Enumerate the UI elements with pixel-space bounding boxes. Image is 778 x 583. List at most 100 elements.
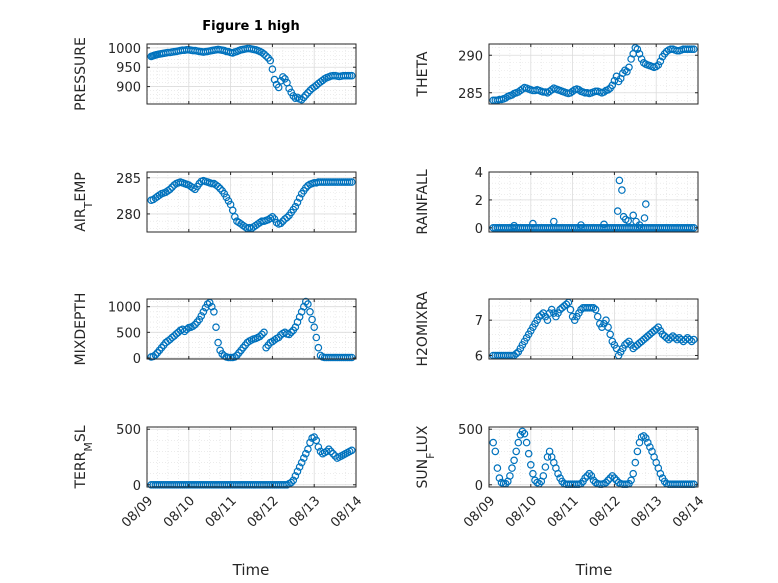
y-tick-label: 0: [133, 352, 141, 367]
data-point: [633, 447, 642, 456]
data-point: [629, 211, 638, 220]
x-tick-label: 08/14: [328, 494, 365, 531]
data-point: [295, 463, 304, 471]
data-point: [301, 449, 310, 458]
data-point: [615, 176, 624, 185]
y-axis-label: AIRTEMP: [73, 172, 95, 232]
data-point: [600, 88, 608, 96]
data-point: [633, 45, 642, 54]
data-point: [231, 213, 239, 221]
data-point: [687, 337, 696, 346]
data-point: [604, 86, 612, 94]
data-point: [623, 339, 631, 347]
data-point: [260, 50, 268, 58]
subplot-4: 0 2 4 RAINFALL: [415, 166, 699, 237]
data-point: [529, 469, 537, 478]
data-point: [600, 220, 608, 229]
data-point: [606, 474, 615, 482]
data-point: [291, 202, 300, 211]
data-point: [624, 217, 633, 225]
data-point: [327, 447, 335, 456]
y-tick-label: 2: [475, 194, 483, 209]
data-point: [289, 92, 298, 100]
data-point: [216, 184, 224, 193]
data-point: [306, 438, 314, 447]
data-point: [489, 438, 498, 447]
x-axis-label-right: Time: [575, 561, 613, 579]
data-point: [506, 472, 514, 480]
data-point: [602, 478, 610, 487]
data-point: [652, 325, 661, 333]
data-point: [685, 45, 694, 54]
y-tick-label: 290: [458, 49, 483, 64]
data-point: [685, 335, 694, 344]
x-tick-label: 08/09: [461, 494, 498, 531]
data-point: [343, 178, 352, 186]
data-point: [587, 303, 596, 312]
x-tick-label: 08/13: [286, 494, 323, 531]
data-point: [687, 224, 696, 232]
data-point: [343, 353, 352, 362]
data-point: [537, 311, 546, 319]
y-tick-label: 500: [458, 423, 483, 438]
data-point: [685, 224, 694, 232]
data-point: [689, 45, 698, 54]
subplot-1: 900 950 1000 PRESSURE: [73, 37, 357, 111]
data-point: [343, 71, 352, 80]
data-point: [324, 445, 333, 454]
data-point: [629, 469, 638, 478]
data-point: [166, 185, 174, 194]
data-point: [299, 93, 308, 102]
data-point: [602, 316, 610, 325]
y-tick-label: 500: [116, 326, 141, 341]
y-tick-label: 0: [475, 222, 483, 237]
data-point: [266, 56, 275, 65]
data-point: [314, 443, 323, 451]
data-point: [214, 338, 222, 347]
series-markers: [147, 433, 356, 489]
data-point: [606, 330, 615, 339]
series-markers: [489, 427, 698, 489]
data-point: [539, 472, 548, 480]
data-point: [493, 464, 502, 472]
data-point: [287, 478, 296, 487]
data-point: [279, 217, 287, 226]
data-point: [610, 474, 619, 482]
subplot-8: 0 500 08/09 08/10 08/11 08/12 08/13 08/14 SUNFLU…: [415, 423, 707, 531]
y-tick-label: 950: [116, 61, 141, 76]
axes-box: [488, 171, 699, 233]
data-point: [258, 330, 266, 339]
data-point: [652, 62, 661, 71]
subplot-3: 280 285 AIRTEMP: [73, 171, 357, 233]
data-point: [347, 178, 356, 186]
y-axis-label: SUNFLUX: [415, 425, 437, 488]
data-point: [589, 303, 598, 312]
data-point: [289, 476, 298, 485]
data-point: [623, 67, 631, 76]
data-point: [689, 335, 698, 344]
y-tick-label: 7: [475, 314, 483, 329]
y-axis-label: RAINFALL: [415, 169, 431, 234]
data-point: [291, 472, 300, 480]
data-point: [212, 323, 220, 332]
x-tick-label: 08/10: [503, 494, 540, 531]
data-point: [345, 178, 354, 186]
x-tick-label: 08/10: [161, 494, 198, 531]
data-point: [210, 307, 218, 316]
data-point: [593, 312, 602, 321]
data-point: [347, 71, 356, 80]
data-point: [554, 469, 562, 478]
x-tick-label: 08/09: [119, 494, 156, 531]
data-point: [656, 469, 665, 478]
data-point: [285, 330, 293, 339]
y-tick-label: 1000: [108, 42, 141, 57]
data-point: [310, 323, 319, 332]
data-point: [591, 305, 600, 314]
data-point: [268, 65, 277, 74]
data-point: [266, 214, 275, 223]
data-point: [287, 328, 296, 337]
data-point: [562, 300, 571, 309]
data-point: [566, 305, 575, 314]
data-point: [577, 221, 585, 229]
y-axis-label: H2OMIXRA: [415, 291, 431, 366]
